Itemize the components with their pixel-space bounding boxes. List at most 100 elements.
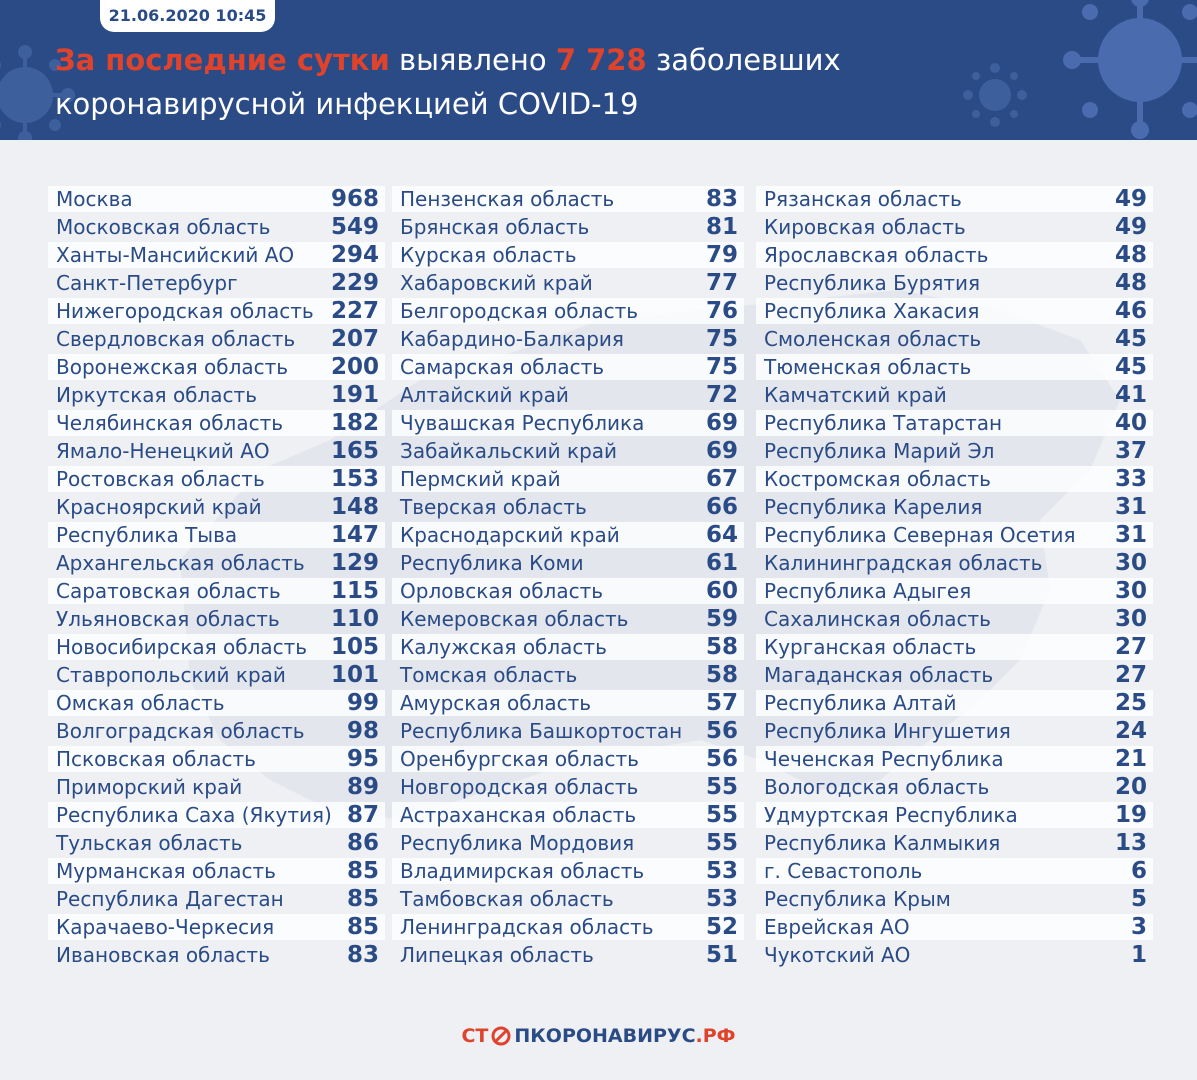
table-row: Алтайский край 72 — [392, 382, 744, 408]
virus-decoration-icon — [1063, 0, 1197, 139]
case-count: 31 — [1114, 522, 1147, 548]
table-row: Псковская область 95 — [48, 746, 385, 772]
region-name: Чеченская Республика — [764, 747, 1004, 771]
table-row: Пензенская область 83 — [392, 186, 744, 212]
date-badge: 21.06.2020 10:45 — [100, 0, 275, 32]
region-name: Смоленская область — [764, 327, 982, 351]
region-name: Московская область — [56, 215, 271, 239]
case-count: 549 — [330, 214, 379, 240]
region-name: Ивановская область — [56, 943, 270, 967]
table-row: Вологодская область 20 — [756, 774, 1153, 800]
case-count: 46 — [1114, 298, 1147, 324]
region-name: Сахалинская область — [764, 607, 991, 631]
region-name: Республика Карелия — [764, 495, 983, 519]
region-name: Орловская область — [400, 579, 604, 603]
region-name: Забайкальский край — [400, 439, 618, 463]
region-column-3: Рязанская область 49 Кировская область 49 Яр… — [756, 186, 1153, 970]
region-name: Воронежская область — [56, 355, 289, 379]
region-name: Новосибирская область — [56, 635, 308, 659]
region-name: Калужская область — [400, 635, 607, 659]
table-row: Астраханская область 55 — [392, 802, 744, 828]
table-row: Хабаровский край 77 — [392, 270, 744, 296]
region-name: Республика Бурятия — [764, 271, 981, 295]
region-name: Ставропольский край — [56, 663, 286, 687]
table-row: Тамбовская область 53 — [392, 886, 744, 912]
case-count: 101 — [330, 662, 379, 688]
region-name: Кировская область — [764, 215, 966, 239]
table-row: Ханты-Мансийский АО 294 — [48, 242, 385, 268]
case-count: 51 — [705, 942, 738, 968]
case-count: 75 — [705, 354, 738, 380]
region-name: Республика Тыва — [56, 523, 238, 547]
region-name: Республика Саха (Якутия) — [56, 803, 332, 827]
region-name: Республика Адыгея — [764, 579, 972, 603]
region-name: Псковская область — [56, 747, 256, 771]
case-count: 48 — [1114, 242, 1147, 268]
case-count: 200 — [330, 354, 379, 380]
case-count: 79 — [705, 242, 738, 268]
case-count: 77 — [705, 270, 738, 296]
table-row: Чеченская Республика 21 — [756, 746, 1153, 772]
table-row: Волгоградская область 98 — [48, 718, 385, 744]
table-row: Мурманская область 85 — [48, 858, 385, 884]
case-count: 53 — [705, 858, 738, 884]
case-count: 27 — [1114, 634, 1147, 660]
table-row: Оренбургская область 56 — [392, 746, 744, 772]
table-row: Саратовская область 115 — [48, 578, 385, 604]
table-row: Чувашская Республика 69 — [392, 410, 744, 436]
case-count: 37 — [1114, 438, 1147, 464]
case-count: 55 — [705, 802, 738, 828]
table-row: Кемеровская область 59 — [392, 606, 744, 632]
case-count: 64 — [705, 522, 738, 548]
region-name: Калининградская область — [764, 551, 1043, 575]
case-count: 45 — [1114, 354, 1147, 380]
case-count: 24 — [1114, 718, 1147, 744]
table-row: Владимирская область 53 — [392, 858, 744, 884]
case-count: 21 — [1114, 746, 1147, 772]
table-row: Республика Ингушетия 24 — [756, 718, 1153, 744]
table-row: Свердловская область 207 — [48, 326, 385, 352]
table-row: Республика Алтай 25 — [756, 690, 1153, 716]
virus-decoration-icon — [963, 63, 1027, 127]
table-row: Московская область 549 — [48, 214, 385, 240]
case-count: 95 — [346, 746, 379, 772]
region-name: Республика Северная Осетия — [764, 523, 1076, 547]
table-row: Ярославская область 48 — [756, 242, 1153, 268]
case-count: 69 — [705, 438, 738, 464]
case-count: 294 — [330, 242, 379, 268]
case-count: 57 — [705, 690, 738, 716]
table-row: Курская область 79 — [392, 242, 744, 268]
region-name: г. Севастополь — [764, 859, 923, 883]
case-count: 83 — [346, 942, 379, 968]
region-name: Ростовская область — [56, 467, 265, 491]
region-name: Брянская область — [400, 215, 590, 239]
table-row: Омская область 99 — [48, 690, 385, 716]
region-name: Владимирская область — [400, 859, 645, 883]
case-count: 40 — [1114, 410, 1147, 436]
region-name: Республика Татарстан — [764, 411, 1003, 435]
table-row: Краснодарский край 64 — [392, 522, 744, 548]
region-name: Чувашская Республика — [400, 411, 645, 435]
case-count: 115 — [330, 578, 379, 604]
case-count: 27 — [1114, 662, 1147, 688]
table-row: Новосибирская область 105 — [48, 634, 385, 660]
case-count: 66 — [705, 494, 738, 520]
table-row: Республика Карелия 31 — [756, 494, 1153, 520]
region-column-1: Москва 968 Московская область 549 Ханты-Манс… — [48, 186, 385, 970]
table-row: г. Севастополь 6 — [756, 858, 1153, 884]
region-name: Республика Мордовия — [400, 831, 635, 855]
region-name: Мурманская область — [56, 859, 276, 883]
region-name: Кабардино-Балкария — [400, 327, 624, 351]
case-count: 227 — [330, 298, 379, 324]
case-count: 13 — [1114, 830, 1147, 856]
case-count: 48 — [1114, 270, 1147, 296]
table-row: Республика Северная Осетия 31 — [756, 522, 1153, 548]
table-row: Республика Дагестан 85 — [48, 886, 385, 912]
region-name: Челябинская область — [56, 411, 284, 435]
table-row: Санкт-Петербург 229 — [48, 270, 385, 296]
case-count: 56 — [705, 746, 738, 772]
case-count: 60 — [705, 578, 738, 604]
table-row: Красноярский край 148 — [48, 494, 385, 520]
table-row: Липецкая область 51 — [392, 942, 744, 968]
table-row: Республика Мордовия 55 — [392, 830, 744, 856]
